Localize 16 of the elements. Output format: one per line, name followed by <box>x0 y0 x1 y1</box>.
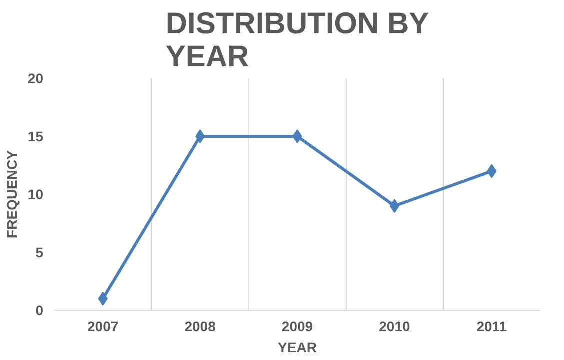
point <box>195 130 206 144</box>
x-axis-title: YEAR <box>278 340 317 356</box>
point <box>292 130 302 144</box>
x-tick-label: 2011 <box>476 318 508 334</box>
y-tick-label: 20 <box>28 70 44 86</box>
x-tick-label: 2008 <box>184 318 216 334</box>
y-axis-title: FREQUENCY <box>4 150 20 238</box>
y-tick-label: 0 <box>36 302 44 318</box>
chart-title: DISTRIBUTION BY YEAR <box>166 8 430 74</box>
x-tick-label: 2010 <box>379 318 410 334</box>
point <box>390 199 400 214</box>
y-tick-label: 15 <box>28 128 44 144</box>
y-tick-label: 10 <box>28 186 44 202</box>
y-tick-label: 5 <box>36 244 44 260</box>
x-tick-label: 2007 <box>88 318 119 334</box>
x-tick-label: 2009 <box>282 318 314 334</box>
